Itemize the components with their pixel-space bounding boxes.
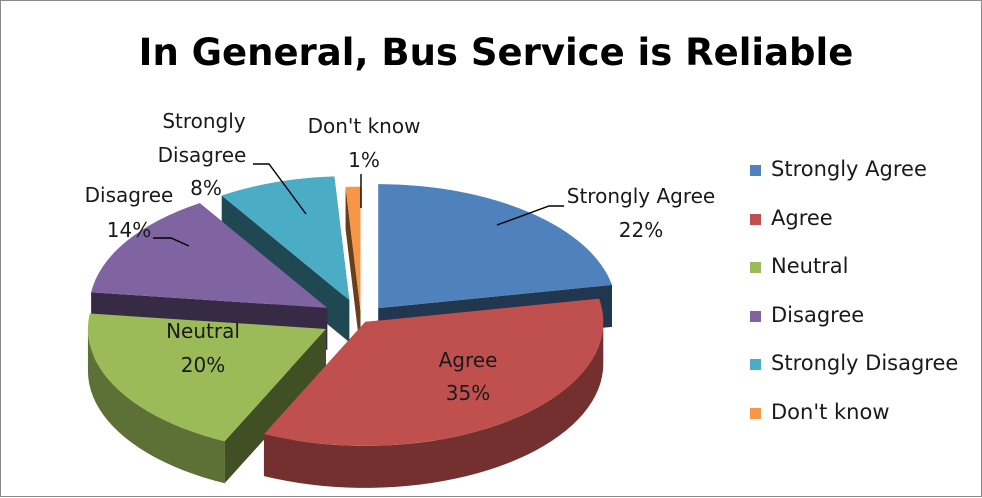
legend-item-strongly-disagree: Strongly Disagree <box>750 351 975 400</box>
slice-top-disagree <box>91 203 328 308</box>
legend-swatch-strongly-agree <box>750 165 761 176</box>
data-label-line-neutral: 20% <box>181 353 225 377</box>
data-label-line-neutral: Neutral <box>166 319 240 343</box>
legend-label-strongly-agree: Strongly Agree <box>771 157 927 181</box>
data-label-strongly-disagree: Strongly Disagree 8% <box>158 109 247 200</box>
data-label-line-strongly-agree: Strongly Agree <box>567 184 715 208</box>
slice-top-strongly-agree <box>378 184 612 309</box>
legend-item-strongly-agree: Strongly Agree <box>750 157 975 206</box>
legend: Strongly Agree Agree Neutral Disagree St… <box>750 157 975 448</box>
data-label-line-strongly-disagree: Disagree <box>158 143 247 167</box>
legend-item-neutral: Neutral <box>750 254 975 303</box>
legend-swatch-dont-know <box>750 407 761 419</box>
data-label-agree: Agree 35% <box>439 348 498 405</box>
slice-top-don-t-know <box>345 186 361 311</box>
legend-label-dont-know: Don't know <box>771 399 890 424</box>
data-label-line-strongly-disagree: Strongly <box>162 109 245 133</box>
legend-label-agree: Agree <box>771 205 833 230</box>
legend-swatch-neutral <box>750 262 761 273</box>
legend-item-agree: Agree <box>750 206 975 255</box>
legend-swatch-strongly-disagree <box>750 359 761 370</box>
slice-rim-neutral <box>87 329 225 484</box>
legend-swatch-disagree <box>750 310 761 322</box>
data-label-line-disagree: 14% <box>107 218 151 242</box>
leader-line-disagree <box>153 237 190 247</box>
slice-top-agree <box>263 298 604 446</box>
legend-swatch-agree <box>750 213 761 225</box>
slice-neutral <box>87 313 326 484</box>
leader-line-strongly-agree <box>496 205 564 226</box>
data-label-neutral: Neutral 20% <box>166 319 240 377</box>
slice-agree <box>263 298 604 488</box>
slice-don-t-know <box>345 186 361 353</box>
data-label-line-disagree: Disagree <box>85 183 174 207</box>
legend-item-dont-know: Don't know <box>750 400 975 449</box>
data-label-disagree: Disagree 14% <box>85 183 174 242</box>
data-label-don-t-know: Don't know 1% <box>308 114 421 172</box>
data-label-strongly-agree: Strongly Agree 22% <box>567 184 715 242</box>
legend-item-disagree: Disagree <box>750 303 975 352</box>
slice-rim-agree <box>263 321 604 488</box>
slice-top-neutral <box>87 313 326 442</box>
legend-label-neutral: Neutral <box>771 254 849 278</box>
slice-top-strongly-disagree <box>221 176 350 301</box>
leader-line-strongly-disagree <box>253 163 307 215</box>
data-label-line-agree: Agree <box>439 348 498 372</box>
data-label-line-strongly-agree: 22% <box>619 218 663 242</box>
legend-label-disagree: Disagree <box>771 302 865 327</box>
data-label-line-dont-know: 1% <box>348 148 380 172</box>
data-label-line-dont-know: Don't know <box>308 114 421 138</box>
slice-wall-don-t-know-0 <box>345 186 361 353</box>
data-label-line-strongly-disagree: 8% <box>190 176 222 200</box>
data-label-line-agree: 35% <box>446 381 490 405</box>
legend-label-strongly-disagree: Strongly Disagree <box>771 351 959 375</box>
chart-title: In General, Bus Service is Reliable <box>138 31 854 74</box>
